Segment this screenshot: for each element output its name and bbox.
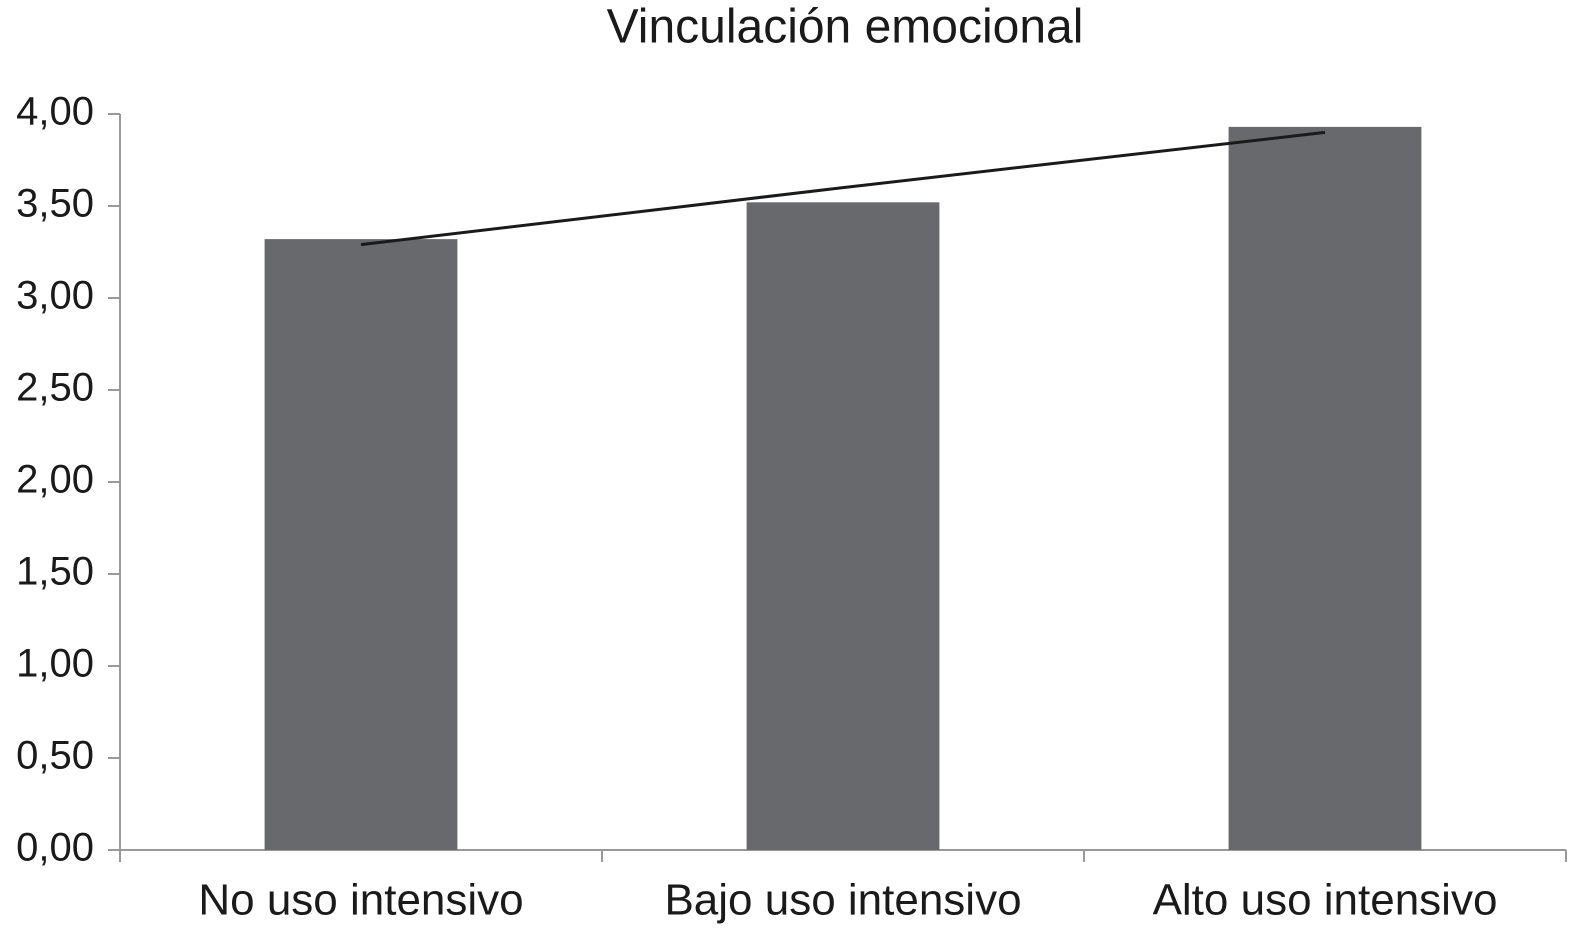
y-tick-label: 0,00	[16, 826, 94, 870]
x-tick-label: Bajo uso intensivo	[664, 876, 1021, 925]
y-tick-label: 3,50	[16, 182, 94, 226]
bar	[746, 202, 940, 850]
chart-title: Vinculación emocional	[607, 1, 1084, 54]
bar	[264, 239, 458, 850]
trend-line	[360, 130, 1326, 247]
x-tick-label: No uso intensivo	[198, 876, 523, 925]
y-tick-label: 2,50	[16, 366, 94, 410]
y-tick-label: 4,00	[16, 90, 94, 134]
y-tick-label: 2,00	[16, 458, 94, 502]
y-tick-label: 3,00	[16, 274, 94, 318]
y-tick-label: 1,50	[16, 550, 94, 594]
y-tick-label: 1,00	[16, 642, 94, 686]
y-tick-label: 0,50	[16, 734, 94, 778]
x-tick-label: Alto uso intensivo	[1153, 876, 1498, 925]
bar	[1228, 126, 1422, 850]
